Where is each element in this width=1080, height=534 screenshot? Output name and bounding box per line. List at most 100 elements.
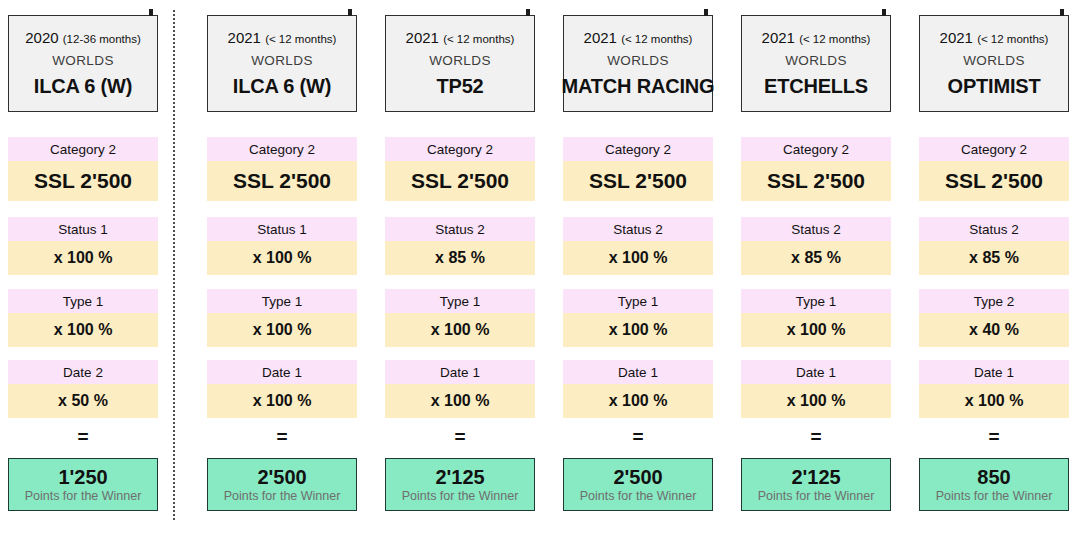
event-year: 2021 [762,29,795,46]
equals-sign: = [919,428,1069,446]
points-value: 2'500 [613,466,662,488]
event-class: MATCH RACING [562,75,715,98]
factor-date-value: x 100 % [563,384,713,418]
factor-type-label: Type 1 [8,289,158,313]
factor-type: Type 1 x 100 % [8,289,158,347]
points-caption: Points for the Winner [936,489,1053,504]
event-class: ILCA 6 (W) [34,75,132,98]
event-card-ilca6w-2021: 2021 (< 12 months) WORLDS ILCA 6 (W) Cat… [207,0,357,511]
factor-date-value: x 100 % [919,384,1069,418]
factor-status-label: Status 1 [207,217,357,241]
event-header: 2021 (< 12 months) WORLDS ILCA 6 (W) [207,15,357,112]
factor-status: Status 2 x 85 % [385,217,535,275]
corner-tick [704,9,708,16]
factor-type-value: x 40 % [919,313,1069,347]
factor-category-label: Category 2 [8,137,158,161]
factor-date: Date 1 x 100 % [919,360,1069,418]
equals-sign: = [563,428,713,446]
factor-status: Status 2 x 100 % [563,217,713,275]
factor-status-value: x 100 % [8,241,158,275]
factor-status-value: x 85 % [919,241,1069,275]
factor-category-label: Category 2 [385,137,535,161]
corner-tick [1060,9,1064,16]
factor-category-label: Category 2 [563,137,713,161]
event-card-ilca6w-2020: 2020 (12-36 months) WORLDS ILCA 6 (W) Ca… [8,0,158,511]
factor-date: Date 1 x 100 % [563,360,713,418]
corner-tick [526,9,530,16]
equals-sign: = [8,428,158,446]
points-caption: Points for the Winner [25,489,142,504]
factor-category: Category 2 SSL 2'500 [919,137,1069,201]
event-class: OPTIMIST [948,75,1041,98]
points-value: 1'250 [58,466,107,488]
factor-status: Status 1 x 100 % [207,217,357,275]
factor-type-label: Type 2 [919,289,1069,313]
result-box: 850 Points for the Winner [919,458,1069,511]
scoring-board: 2020 (12-36 months) WORLDS ILCA 6 (W) Ca… [0,0,1080,520]
factor-date-value: x 100 % [207,384,357,418]
factor-date: Date 1 x 100 % [207,360,357,418]
factor-category: Category 2 SSL 2'500 [741,137,891,201]
event-year: 2021 [940,29,973,46]
event-type: WORLDS [251,53,313,68]
event-header: 2021 (< 12 months) WORLDS TP52 [385,15,535,112]
event-card-etchells: 2021 (< 12 months) WORLDS ETCHELLS Categ… [741,0,891,511]
factor-type-value: x 100 % [741,313,891,347]
factor-type-label: Type 1 [207,289,357,313]
factor-type-label: Type 1 [563,289,713,313]
factor-status: Status 2 x 85 % [919,217,1069,275]
equals-sign: = [741,428,891,446]
factor-type: Type 1 x 100 % [207,289,357,347]
factor-category-value: SSL 2'500 [207,161,357,201]
factor-type-value: x 100 % [385,313,535,347]
factor-category-value: SSL 2'500 [741,161,891,201]
factor-date-value: x 50 % [8,384,158,418]
event-type: WORLDS [52,53,114,68]
event-year-line: 2020 (12-36 months) [25,29,141,46]
factor-type-label: Type 1 [741,289,891,313]
event-year-line: 2021 (< 12 months) [584,29,693,46]
factor-date-value: x 100 % [385,384,535,418]
result-box: 2'500 Points for the Winner [563,458,713,511]
factor-type-label: Type 1 [385,289,535,313]
event-year: 2021 [584,29,617,46]
result-box: 2'125 Points for the Winner [741,458,891,511]
event-header: 2021 (< 12 months) WORLDS MATCH RACING [563,15,713,112]
factor-category-label: Category 2 [741,137,891,161]
factor-type-value: x 100 % [207,313,357,347]
factor-date-label: Date 1 [563,360,713,384]
factor-category: Category 2 SSL 2'500 [207,137,357,201]
event-type: WORLDS [607,53,669,68]
factor-status-value: x 85 % [741,241,891,275]
factor-type: Type 1 x 100 % [563,289,713,347]
result-box: 2'125 Points for the Winner [385,458,535,511]
event-header: 2021 (< 12 months) WORLDS ETCHELLS [741,15,891,112]
event-card-optimist: 2021 (< 12 months) WORLDS OPTIMIST Categ… [919,0,1069,511]
factor-category-value: SSL 2'500 [385,161,535,201]
points-value: 2'500 [257,466,306,488]
factor-status-label: Status 2 [919,217,1069,241]
factor-date-label: Date 2 [8,360,158,384]
factor-date-label: Date 1 [385,360,535,384]
points-caption: Points for the Winner [402,489,519,504]
factor-date-value: x 100 % [741,384,891,418]
event-class: TP52 [436,75,483,98]
factor-status-value: x 85 % [385,241,535,275]
factor-status-label: Status 2 [563,217,713,241]
factor-date-label: Date 1 [741,360,891,384]
factor-category-value: SSL 2'500 [919,161,1069,201]
event-class: ETCHELLS [764,75,868,98]
equals-sign: = [385,428,535,446]
event-age-note: (< 12 months) [443,33,514,45]
result-box: 2'500 Points for the Winner [207,458,357,511]
result-box: 1'250 Points for the Winner [8,458,158,511]
factor-date-label: Date 1 [919,360,1069,384]
event-year-line: 2021 (< 12 months) [940,29,1049,46]
factor-category: Category 2 SSL 2'500 [385,137,535,201]
factor-type: Type 1 x 100 % [741,289,891,347]
factor-type-value: x 100 % [563,313,713,347]
factor-status-value: x 100 % [207,241,357,275]
factor-category: Category 2 SSL 2'500 [563,137,713,201]
factor-status-label: Status 1 [8,217,158,241]
factor-status: Status 1 x 100 % [8,217,158,275]
